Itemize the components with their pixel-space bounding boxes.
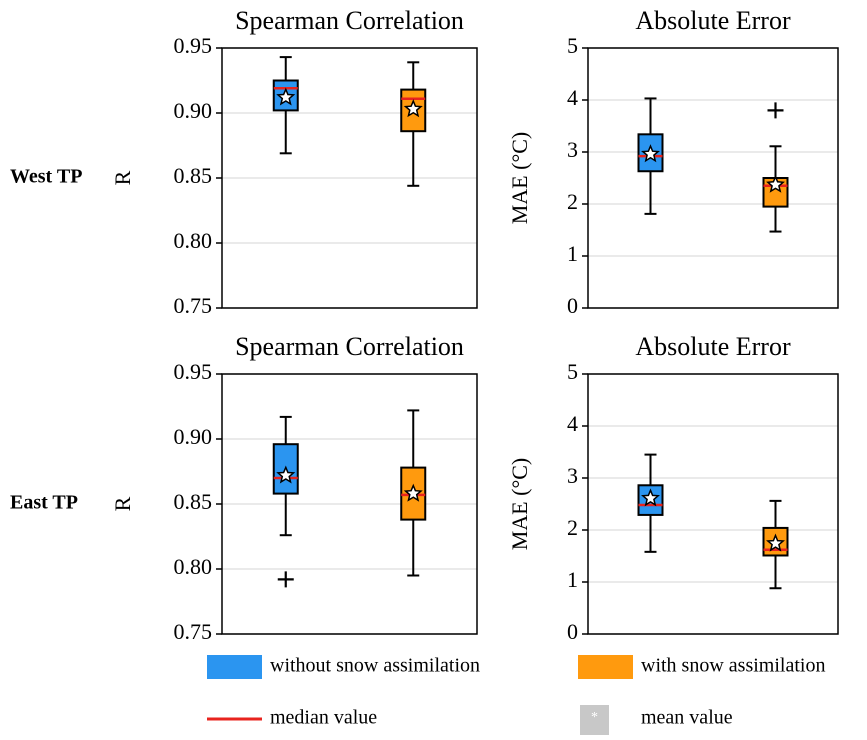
y-axis-label: R [110,170,135,185]
y-axis-label: MAE (°C) [507,458,532,551]
mean-marker [403,99,423,118]
y-tick-label: 5 [567,33,578,58]
legend-label: mean value [641,707,733,729]
y-tick-label: 0.85 [174,163,213,188]
plot-frame [221,47,478,309]
y-tick-label: 0 [567,293,578,318]
y-tick-label: 3 [567,463,578,488]
mean-marker [276,465,296,484]
panel-title: Spearman Correlation [235,6,464,35]
legend-swatch [578,655,633,679]
y-tick-label: 0.95 [174,33,213,58]
mean-marker [641,144,660,163]
box [272,443,299,495]
legend-mean-swatch [580,705,609,735]
y-tick-label: 0.80 [174,554,213,579]
mean-marker [276,87,296,106]
y-axis-label: MAE (°C) [507,132,532,225]
y-tick-label: 0.80 [174,228,213,253]
legend-mean-marker: * [591,710,598,725]
y-tick-label: 5 [567,359,578,384]
y-tick-label: 0.95 [174,359,213,384]
y-tick-label: 2 [567,189,578,214]
legend-swatch [207,655,262,679]
legend-label: with snow assimilation [641,655,825,677]
y-tick-label: 1 [567,567,578,592]
mean-marker [766,174,785,193]
y-tick-label: 0.75 [174,619,213,644]
legend-label: median value [270,707,377,729]
y-axis-label: R [110,496,135,511]
y-tick-label: 1 [567,241,578,266]
y-tick-label: 0 [567,619,578,644]
plot-frame [587,47,839,309]
mean-marker [403,483,423,502]
y-tick-label: 4 [567,85,578,110]
row-label: East TP [10,492,78,514]
panel-title: Absolute Error [635,6,791,35]
outlier [767,102,784,119]
y-tick-label: 0.90 [174,424,213,449]
plot-frame [221,373,478,635]
mean-marker [641,488,660,507]
y-tick-label: 4 [567,411,578,436]
plot-frame [587,373,839,635]
panel-title: Absolute Error [635,332,791,361]
y-tick-label: 0.75 [174,293,213,318]
y-tick-label: 0.90 [174,98,213,123]
row-label: West TP [10,166,82,188]
mean-marker [766,533,785,552]
outlier [277,571,294,588]
legend-label: without snow assimilation [270,655,480,677]
y-tick-label: 2 [567,515,578,540]
y-tick-label: 0.85 [174,489,213,514]
y-tick-label: 3 [567,137,578,162]
panel-title: Spearman Correlation [235,332,464,361]
